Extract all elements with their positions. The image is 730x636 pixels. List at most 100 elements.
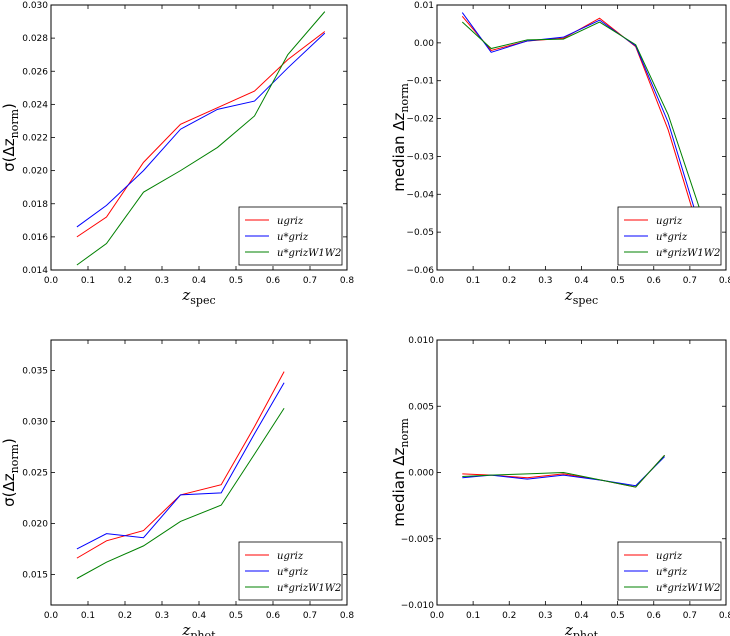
x-axis-label-sub: spec [190,294,215,307]
x-axis-label-main: z [564,621,573,636]
series-line-ustargrizW1W2 [462,454,665,488]
x-tick-label: 0.6 [647,276,662,286]
y-axis-label-main: σ(Δz [0,138,18,172]
x-axis-label: zphot [181,621,216,636]
y-tick-label: 0.020 [22,519,48,529]
x-axis-label-main: z [181,621,190,636]
x-tick-label: 0.1 [466,611,480,621]
y-tick-label: 0.030 [22,1,48,11]
legend-label: ugriz [277,551,304,562]
legend-label: ugriz [277,216,304,227]
x-axis-label-main: z [564,286,573,304]
x-axis-label-sub: phot [573,629,599,636]
y-tick-label: 0.010 [408,336,434,346]
x-tick-label: 0.5 [610,611,624,621]
x-tick-label: 0.0 [44,276,59,286]
x-tick-label: 0.0 [430,611,445,621]
y-tick-label: 0.015 [22,570,48,580]
x-tick-label: 0.8 [340,611,355,621]
x-tick-label: 0.4 [192,276,207,286]
panel-bottom-right: 0.0 0.1 0.2 0.3 0.4 0.5 0.6 0.7 0.8 −0.010 −0.005 0… [390,336,730,636]
x-tick-label: 0.1 [466,276,480,286]
x-tick-label: 0.3 [538,276,552,286]
y-axis-label: σ(Δznorm) [0,103,21,172]
x-tick-label: 0.5 [229,276,243,286]
x-tick-label: 0.6 [266,611,281,621]
x-axis-label: zphot [564,621,599,636]
x-tick-label: 0.6 [266,276,281,286]
y-tick-label: 0.000 [408,469,434,479]
series-line-ustargriz [76,32,326,228]
series-line-ustargrizW1W2 [76,11,326,266]
y-tick-label: 0.035 [22,367,48,377]
x-axis-label: zspec [564,286,598,307]
x-tick-label: 0.3 [538,611,552,621]
x-tick-label: 0.8 [719,276,730,286]
x-tick-label: 0.4 [574,611,589,621]
x-tick-label: 0.2 [502,611,516,621]
y-tick-label: −0.05 [406,228,434,238]
x-tick-label: 0.3 [155,611,169,621]
y-tick-label: 0.018 [22,200,48,210]
legend-label: u*griz [656,232,688,243]
x-tick-label: 0.7 [683,276,697,286]
legend-label: ugriz [656,551,683,562]
x-tick-label: 0.2 [118,611,132,621]
legend-label: u*grizW1W2 [277,248,341,259]
y-axis-label-main: median Δz [390,113,408,192]
x-tick-label: 0.3 [155,276,169,286]
x-tick-label: 0.8 [719,611,730,621]
x-axis-label-sub: spec [573,294,598,307]
y-axis-label-main: median Δz [390,448,408,527]
y-tick-label: 0.005 [408,402,434,412]
panel-top-left: 0.0 0.1 0.2 0.3 0.4 0.5 0.6 0.7 0.8 0.014 0.016 0.0… [0,1,354,307]
y-tick-label: −0.01 [406,77,434,87]
y-axis-label-sub: norm [8,443,21,473]
legend-label: ugriz [656,216,683,227]
y-axis-label-sub: norm [398,83,411,113]
y-axis-label: σ(Δznorm) [0,438,21,507]
y-axis-label-main: σ(Δz [0,473,18,507]
x-tick-label: 0.2 [502,276,516,286]
legend-label: u*griz [277,232,309,243]
y-tick-label: 0.00 [414,39,434,49]
x-tick-label: 0.7 [303,611,317,621]
y-tick-label: 0.022 [22,134,48,144]
x-tick-label: 0.0 [44,611,59,621]
x-tick-label: 0.7 [303,276,317,286]
legend-label: u*griz [277,567,309,578]
y-tick-label: −0.010 [401,601,435,611]
x-tick-label: 0.7 [683,611,697,621]
x-axis-label-main: z [181,286,190,304]
y-tick-label: 0.016 [22,233,48,243]
legend-label: u*grizW1W2 [277,583,341,594]
y-axis-label-sub: norm [8,108,21,138]
y-tick-label: 0.020 [22,167,48,177]
x-tick-label: 0.5 [229,611,243,621]
x-tick-label: 0.2 [118,276,132,286]
y-tick-label: 0.028 [22,34,48,44]
y-axis-label-end: ) [0,438,18,444]
y-tick-label: 0.014 [22,266,48,276]
legend-label: u*grizW1W2 [656,583,720,594]
series-line-ustargriz [461,12,705,242]
legend-label: u*griz [656,567,688,578]
panel-top-right: 0.0 0.1 0.2 0.3 0.4 0.5 0.6 0.7 0.8 −0.06 −0.05 −0.… [390,1,730,307]
x-tick-label: 0.4 [192,611,207,621]
series-line-ustargrizW1W2 [461,21,705,223]
series-line-ustargriz [76,382,285,550]
series-line-ustargrizW1W2 [76,408,285,579]
y-tick-label: 0.01 [414,1,434,11]
y-tick-label: 0.026 [22,67,48,77]
y-tick-label: 0.025 [22,469,48,479]
x-tick-label: 0.6 [647,611,662,621]
y-tick-label: 0.024 [22,100,48,110]
x-tick-label: 0.8 [340,276,355,286]
y-axis-label: median Δznorm [390,418,411,527]
y-axis-label-end: ) [0,103,18,109]
legend-label: u*grizW1W2 [656,248,720,259]
y-tick-label: −0.04 [406,190,434,200]
y-tick-label: −0.06 [406,266,434,276]
x-tick-label: 0.5 [610,276,624,286]
